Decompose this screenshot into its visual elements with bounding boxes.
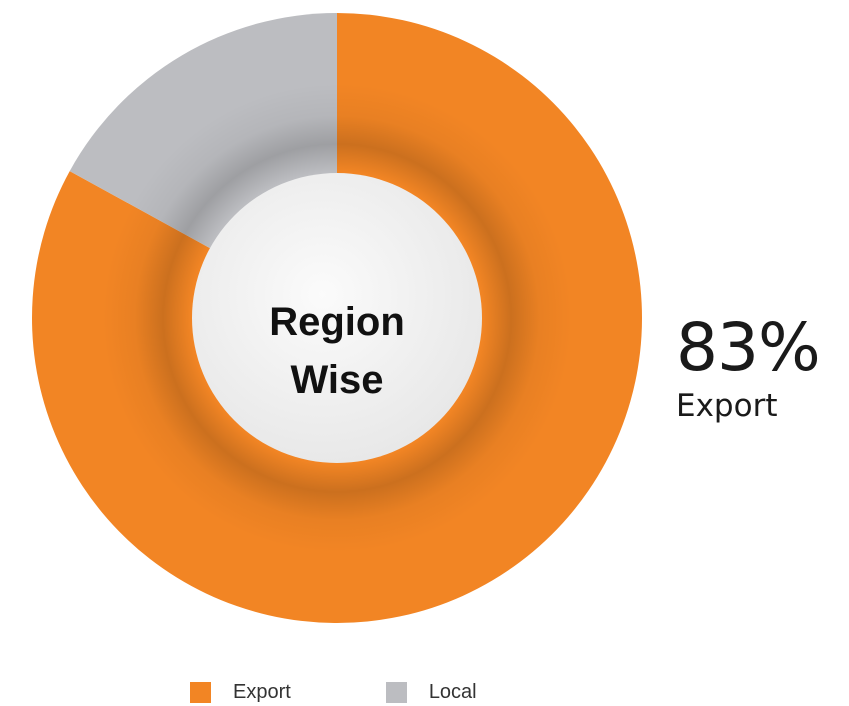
legend-item-local: Local <box>385 680 477 704</box>
export-callout: 83% Export <box>676 308 844 424</box>
legend-swatch-export <box>190 681 211 703</box>
legend: Export Local <box>190 680 572 704</box>
callout-label: Export <box>676 388 778 424</box>
legend-item-export: Export <box>190 681 291 704</box>
center-title-line-1: Region <box>269 300 405 344</box>
center-disc <box>192 173 482 463</box>
callout-value: 83% <box>676 309 821 386</box>
legend-label-export: Export <box>233 680 291 703</box>
center-title: Region Wise <box>192 206 482 496</box>
legend-swatch-local <box>385 681 407 703</box>
center-title-line-2: Wise <box>290 358 384 402</box>
legend-label-local: Local <box>428 680 477 703</box>
